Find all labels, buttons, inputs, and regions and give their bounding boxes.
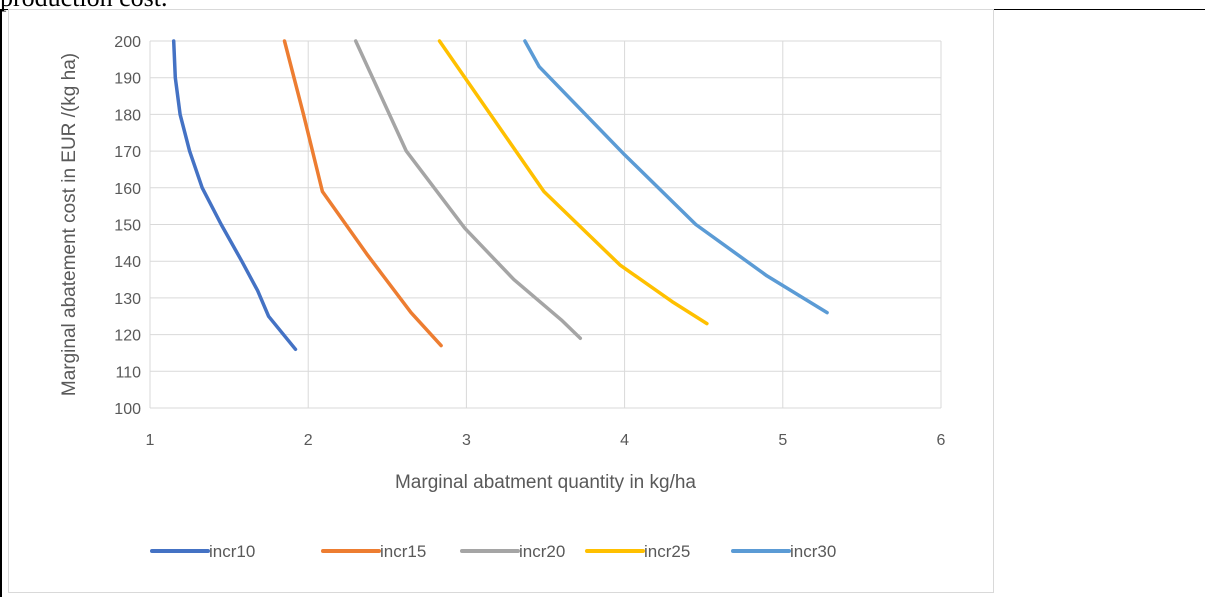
legend-label: incr20	[519, 542, 565, 561]
series-line-incr10	[171, 39, 298, 352]
legend-item-incr25: incr25	[585, 542, 690, 561]
legend-item-incr15: incr15	[321, 542, 426, 561]
x-tick-label: 5	[778, 432, 787, 449]
y-tick-label: 110	[115, 364, 141, 381]
y-tick-label: 100	[114, 401, 141, 418]
y-tick-label: 170	[114, 144, 141, 161]
y-tick-label: 140	[114, 254, 141, 271]
series-line-incr25	[437, 39, 709, 326]
x-tick-label: 3	[462, 432, 471, 449]
y-tick-label: 150	[114, 218, 141, 235]
series-line-incr15	[282, 39, 443, 348]
y-tick-label: 180	[114, 107, 141, 124]
x-tick-label: 6	[937, 432, 946, 449]
legend-label: incr30	[790, 542, 836, 561]
legend-item-incr30: incr30	[731, 542, 836, 561]
gridlines	[149, 40, 942, 409]
legend-label: incr10	[209, 542, 255, 561]
x-axis-title: Marginal abatment quantity in kg/ha	[395, 472, 696, 493]
y-tick-label: 120	[114, 328, 141, 345]
x-tick-label: 2	[304, 432, 313, 449]
series-line-incr20	[353, 39, 583, 341]
y-tick-label: 130	[114, 291, 141, 308]
x-tick-label: 4	[620, 432, 629, 449]
legend: incr10 incr15 incr20 incr25 incr30	[150, 542, 836, 561]
y-axis-title: Marginal abatement cost in EUR /(kg ha)	[59, 53, 80, 396]
chart-area	[8, 9, 994, 593]
tick-labels: 100 110 120 130 140 150 160 170 180 190 200 1 2 3 4 5 6	[114, 34, 945, 449]
legend-label: incr15	[380, 542, 426, 561]
x-tick-label: 1	[146, 432, 155, 449]
y-tick-label: 160	[114, 181, 141, 198]
y-tick-label: 190	[114, 71, 141, 88]
y-tick-label: 200	[114, 34, 141, 51]
series-lines	[171, 39, 829, 352]
legend-item-incr20: incr20	[460, 542, 565, 561]
table-left-border	[0, 9, 2, 597]
series-line-incr30	[523, 39, 829, 315]
legend-label: incr25	[644, 542, 690, 561]
legend-item-incr10: incr10	[150, 542, 255, 561]
